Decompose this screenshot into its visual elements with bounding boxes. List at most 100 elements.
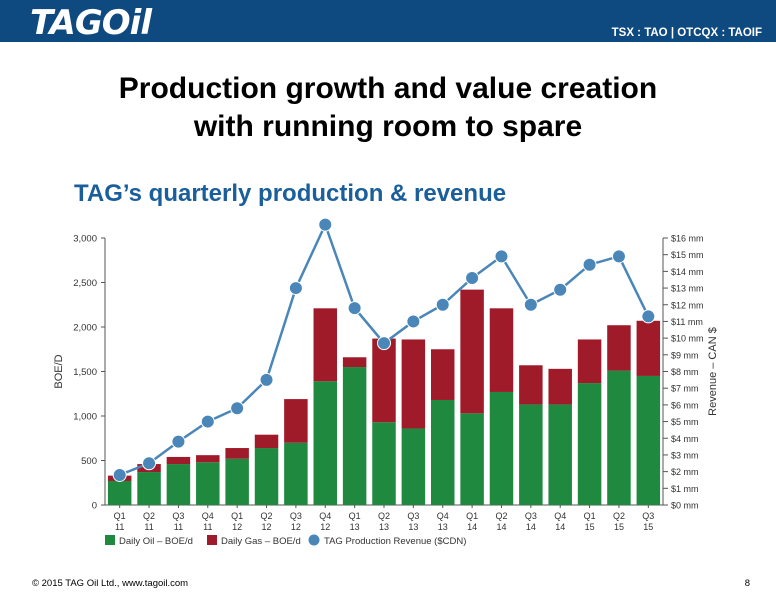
x-tick-label-year: 12 (262, 522, 272, 532)
x-tick-label-year: 15 (585, 522, 595, 532)
revenue-line-group (112, 217, 656, 482)
x-tick-label-year: 14 (555, 522, 565, 532)
bar-oil (284, 442, 308, 505)
bar-oil (137, 472, 161, 505)
bar-gas (225, 448, 249, 459)
y-tick-label-right: $6 mm (671, 400, 699, 410)
x-tick-label-quarter: Q1 (114, 511, 126, 521)
revenue-point (435, 297, 450, 312)
bar-oil (254, 448, 279, 505)
bar-gas (254, 434, 279, 449)
bar-gas (460, 289, 484, 414)
revenue-point (112, 467, 127, 482)
slide-title-line-2: with running room to spare (193, 110, 583, 143)
production-revenue-chart: 0 500 1,000 1,500 2,000 2,500 3,000 $0 mm $1 mm $… (53, 217, 719, 547)
x-tick-label-year: 14 (526, 522, 536, 532)
bar-gas (548, 368, 572, 405)
bar-oil (548, 404, 572, 505)
bar-gas (342, 357, 367, 368)
revenue-point (377, 336, 391, 351)
x-tick-label-year: 11 (115, 522, 124, 532)
bar-oil (430, 399, 455, 505)
x-tick-label-quarter: Q2 (378, 511, 390, 521)
x-tick-label-quarter: Q1 (349, 511, 361, 521)
stock-ticker: TSX : TAO | OTCQX : TAOIF (611, 27, 762, 39)
revenue-point (553, 282, 568, 297)
x-tick-label-quarter: Q3 (642, 511, 654, 521)
revenue-point (347, 301, 362, 316)
y-axis-title-left: BOE/D (53, 354, 65, 388)
bar-gas (166, 456, 191, 465)
company-logo: TAGOil (30, 3, 152, 43)
y-tick-label-left: 500 (81, 456, 97, 467)
header-bar: TAGOil TSX : TAO | OTCQX : TAOIF (0, 0, 776, 42)
chart-axes: 0 500 1,000 1,500 2,000 2,500 3,000 $0 mm $1 mm $… (53, 234, 719, 533)
x-tick-label-quarter: Q4 (202, 511, 214, 521)
x-tick-label-quarter: Q4 (319, 511, 331, 521)
y-tick-label-right: $0 mm (671, 501, 699, 511)
x-tick-label-quarter: Q1 (231, 511, 243, 521)
bar-oil (460, 413, 484, 505)
bar-series-group (107, 289, 661, 505)
y-tick-label-right: $4 mm (671, 434, 699, 444)
x-tick-label-year: 13 (350, 522, 360, 532)
chart-legend: Daily Oil – BOE/d Daily Gas – BOE/d TAG Pr… (105, 534, 466, 547)
x-tick-label-year: 12 (232, 522, 242, 532)
y-tick-label-right: $11 mm (671, 317, 703, 327)
x-tick-label-year: 11 (203, 522, 212, 532)
x-tick-label-year: 11 (144, 522, 153, 532)
y-tick-label-left: 2,500 (73, 278, 97, 289)
bar-gas (430, 349, 455, 400)
x-tick-label-quarter: Q2 (261, 511, 273, 521)
bar-gas (284, 399, 308, 443)
x-tick-label-quarter: Q2 (495, 511, 507, 521)
x-tick-label-quarter: Q3 (407, 511, 419, 521)
y-tick-label-left: 2,000 (73, 323, 97, 334)
x-tick-label-quarter: Q4 (437, 511, 449, 521)
bar-gas (489, 308, 514, 392)
y-tick-label-right: $9 mm (671, 350, 699, 360)
chart-subtitle: TAG’s quarterly production & revenue (74, 180, 507, 207)
revenue-point (171, 434, 186, 449)
bar-oil (607, 370, 631, 505)
bar-oil (372, 422, 396, 505)
bar-gas (372, 338, 396, 423)
bar-oil (107, 480, 132, 505)
x-tick-label-quarter: Q3 (525, 511, 537, 521)
bar-oil (225, 458, 249, 505)
bar-oil (196, 462, 220, 505)
bar-oil (577, 383, 602, 505)
y-tick-label-right: $8 mm (671, 367, 699, 377)
page-number: 8 (744, 578, 750, 589)
revenue-point (406, 314, 421, 329)
x-tick-label-year: 11 (174, 522, 183, 532)
revenue-point (259, 372, 274, 387)
y-tick-label-right: $1 mm (671, 484, 699, 494)
x-tick-label-year: 15 (614, 522, 624, 532)
x-tick-label-year: 13 (438, 522, 448, 532)
revenue-point (611, 249, 626, 264)
bar-gas (401, 339, 426, 429)
revenue-point (523, 297, 538, 312)
revenue-point (288, 281, 303, 296)
footer-copyright: © 2015 TAG Oil Ltd., www.tagoil.com (32, 578, 189, 589)
y-tick-label-right: $7 mm (671, 384, 699, 394)
y-tick-label-left: 0 (92, 501, 97, 512)
y-tick-label-right: $10 mm (671, 334, 704, 344)
legend-label-gas: Daily Gas – BOE/d (221, 536, 301, 547)
x-tick-label-year: 14 (496, 522, 506, 532)
y-tick-label-left: 3,000 (73, 234, 97, 245)
y-tick-label-right: $2 mm (671, 467, 699, 477)
revenue-point (465, 271, 480, 286)
legend-swatch-revenue (308, 534, 320, 546)
x-tick-label-quarter: Q2 (143, 511, 155, 521)
y-tick-label-left: 1,000 (73, 412, 97, 423)
revenue-point (200, 414, 215, 429)
revenue-point (641, 309, 656, 324)
bar-oil (401, 428, 426, 505)
bar-gas (519, 365, 543, 405)
x-tick-label-quarter: Q1 (466, 511, 478, 521)
revenue-point (230, 401, 245, 416)
y-tick-label-right: $3 mm (671, 450, 699, 460)
legend-swatch-gas (207, 535, 217, 545)
